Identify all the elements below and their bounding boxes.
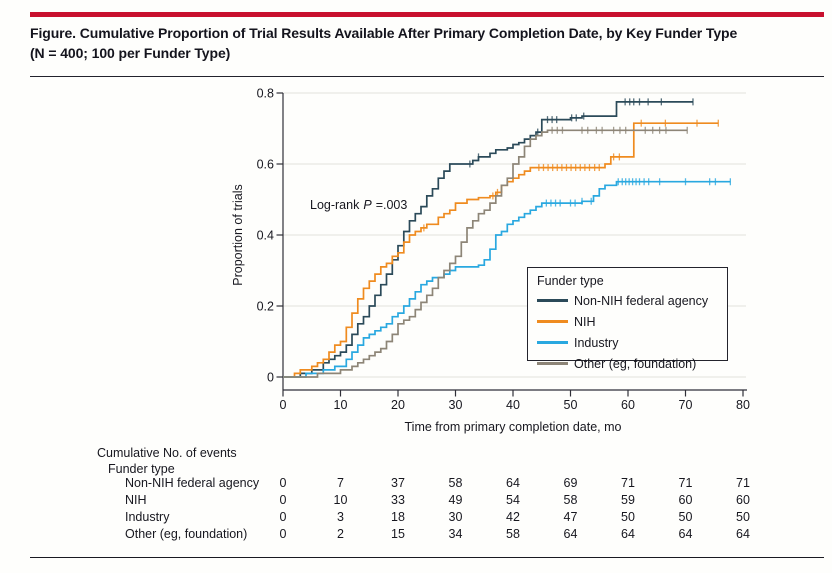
x-tick-label: 80 xyxy=(736,398,750,412)
events-cell: 58 xyxy=(506,527,520,541)
legend-swatch xyxy=(537,341,568,344)
events-cell: 37 xyxy=(391,476,405,490)
x-tick-label: 70 xyxy=(679,398,693,412)
x-tick-label: 30 xyxy=(449,398,463,412)
figure-title-line1: Figure. Cumulative Proportion of Trial R… xyxy=(30,25,738,41)
x-tick-label: 40 xyxy=(506,398,520,412)
events-cell: 0 xyxy=(279,493,287,507)
events-cell: 59 xyxy=(621,493,635,507)
km-chart-svg: 0 0.2 0.4 0.6 0.8 0 10 20 30 40 50 60 70 80 Time from … xyxy=(231,86,750,434)
events-cell: 60 xyxy=(736,493,750,507)
x-tick-label: 20 xyxy=(391,398,405,412)
events-cell: 15 xyxy=(391,527,405,541)
legend: Funder type Non-NIH federal agency NIH Ind… xyxy=(527,267,728,371)
x-axis-title: Time from primary completion date, mo xyxy=(405,420,622,434)
p-symbol: P xyxy=(363,198,372,212)
events-cell: 10 xyxy=(333,493,348,507)
events-cell: 64 xyxy=(563,527,578,541)
events-cell: 50 xyxy=(736,510,750,524)
log-rank-annotation: Log-rank P =.003 xyxy=(310,198,407,212)
chart-area: 0 0.2 0.4 0.6 0.8 0 10 20 30 40 50 60 70 80 Time from … xyxy=(0,80,832,440)
title-divider xyxy=(30,76,824,77)
x-tick-label: 50 xyxy=(564,398,578,412)
events-cell: 18 xyxy=(391,510,405,524)
y-tick-label: 0.2 xyxy=(257,299,274,313)
curve-1 xyxy=(283,101,693,378)
events-cell: 0 xyxy=(279,510,287,524)
events-cell: 7 xyxy=(337,476,344,490)
events-table-title: Cumulative No. of events xyxy=(97,446,237,460)
events-cell: 0 xyxy=(279,476,287,490)
legend-swatch xyxy=(537,362,568,365)
bottom-divider xyxy=(30,557,824,558)
legend-item-label: Non-NIH federal agency xyxy=(574,293,709,308)
curve-4 xyxy=(283,129,688,378)
events-cell: 30 xyxy=(448,510,463,524)
events-cell: 71 xyxy=(678,476,693,490)
legend-swatch xyxy=(537,320,568,323)
events-row-label: NIH xyxy=(125,493,147,507)
events-cell: 3 xyxy=(337,510,344,524)
events-cell: 64 xyxy=(736,527,750,541)
events-cell: 50 xyxy=(621,510,635,524)
events-cell: 60 xyxy=(678,493,693,507)
figure-title: Figure. Cumulative Proportion of Trial R… xyxy=(30,23,814,63)
p-value: =.003 xyxy=(375,198,408,212)
y-tick-label: 0 xyxy=(267,370,274,384)
legend-swatch xyxy=(537,299,568,302)
events-cell: 64 xyxy=(621,527,635,541)
legend-item: NIH xyxy=(537,311,727,332)
events-row-label: Non-NIH federal agency xyxy=(125,476,260,490)
y-axis-title: Proportion of trials xyxy=(231,184,245,285)
events-cell: 71 xyxy=(736,476,750,490)
legend-item-label: Other (eg, foundation) xyxy=(574,356,697,371)
log-rank-text: Log-rank xyxy=(310,198,360,212)
events-cell: 50 xyxy=(678,510,693,524)
events-cell: 64 xyxy=(678,527,693,541)
events-cell: 42 xyxy=(506,510,520,524)
y-tick-label: 0.8 xyxy=(257,86,274,100)
events-cell: 47 xyxy=(563,510,578,524)
events-cell: 33 xyxy=(391,493,405,507)
events-cell: 58 xyxy=(563,493,578,507)
legend-title: Funder type xyxy=(537,274,604,288)
events-cell: 2 xyxy=(337,527,344,541)
legend-item: Other (eg, foundation) xyxy=(537,353,727,374)
events-cell: 69 xyxy=(563,476,578,490)
x-tick-label: 0 xyxy=(280,398,287,412)
events-cell: 54 xyxy=(506,493,520,507)
legend-item: Industry xyxy=(537,332,727,353)
x-tick-label: 60 xyxy=(621,398,635,412)
x-tick-label: 10 xyxy=(334,398,348,412)
figure-title-line2: (N = 400; 100 per Funder Type) xyxy=(30,45,231,61)
y-tick-label: 0.6 xyxy=(257,157,274,171)
curve-2 xyxy=(283,122,719,378)
legend-item: Non-NIH federal agency xyxy=(537,290,727,311)
events-cell: 58 xyxy=(448,476,463,490)
events-row-label: Other (eg, foundation) xyxy=(125,527,248,541)
accent-bar xyxy=(30,12,824,17)
events-row-label: Industry xyxy=(125,510,170,524)
events-cell: 71 xyxy=(621,476,635,490)
legend-item-label: Industry xyxy=(574,335,619,350)
events-table-subtitle: Funder type xyxy=(108,462,175,476)
legend-item-label: NIH xyxy=(574,314,596,329)
y-tick-label: 0.4 xyxy=(257,228,274,242)
events-cell: 34 xyxy=(448,527,463,541)
events-cell: 49 xyxy=(448,493,463,507)
events-cell: 64 xyxy=(506,476,520,490)
events-cell: 0 xyxy=(279,527,287,541)
